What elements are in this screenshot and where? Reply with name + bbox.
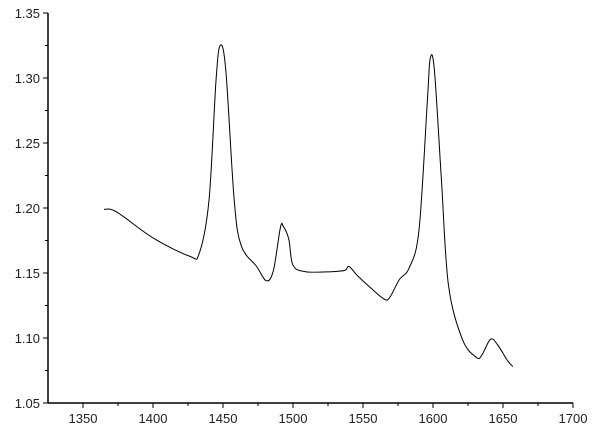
x-tick-label: 1600 xyxy=(419,411,448,426)
y-tick-label: 1.10 xyxy=(15,331,40,346)
x-tick-label: 1700 xyxy=(559,411,588,426)
series-line xyxy=(103,44,514,367)
y-tick-label: 1.25 xyxy=(15,136,40,151)
y-tick-label: 1.35 xyxy=(15,6,40,21)
y-tick-label: 1.05 xyxy=(15,396,40,411)
axes xyxy=(47,13,573,404)
y-tick-label: 1.20 xyxy=(15,201,40,216)
ticks: 1350 1400 1450 1500 1550 1600 1650 1700 1.05 1.10… xyxy=(15,6,588,426)
x-tick-label: 1350 xyxy=(69,411,98,426)
x-tick-label: 1450 xyxy=(209,411,238,426)
x-tick-label: 1400 xyxy=(139,411,168,426)
x-tick-label: 1550 xyxy=(349,411,378,426)
x-tick-label: 1500 xyxy=(279,411,308,426)
x-tick-label: 1650 xyxy=(489,411,518,426)
y-tick-label: 1.15 xyxy=(15,266,40,281)
y-tick-label: 1.30 xyxy=(15,71,40,86)
